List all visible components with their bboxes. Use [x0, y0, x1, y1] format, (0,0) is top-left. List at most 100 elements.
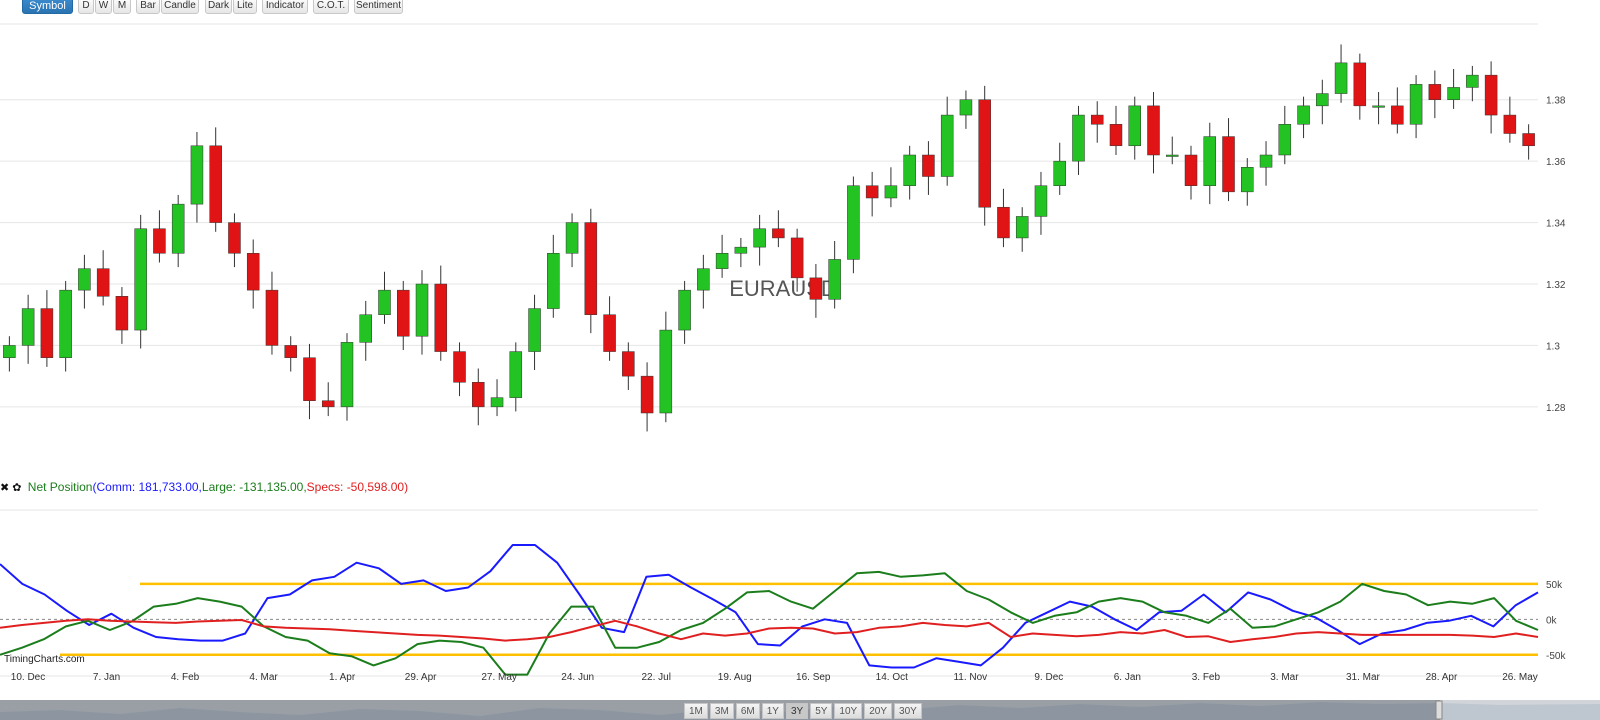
candle-up: [565, 222, 579, 254]
candle-down: [1109, 124, 1123, 147]
gear-icon[interactable]: ✿: [12, 482, 22, 494]
price-y-tick-label: 1.32: [1546, 280, 1566, 291]
candle-down: [997, 206, 1010, 239]
candle: [547, 234, 560, 318]
candle-down: [284, 345, 297, 358]
candle-up: [1259, 154, 1273, 168]
candle: [790, 228, 804, 292]
price-y-tick-label: 1.38: [1546, 96, 1566, 107]
candle: [922, 141, 935, 195]
candle-up: [959, 99, 973, 116]
candle-up: [1409, 84, 1423, 125]
candle-up: [1372, 105, 1385, 108]
candle: [1072, 105, 1085, 175]
candle-up: [528, 308, 541, 352]
candle: [622, 342, 635, 390]
x-tick-label: 27. May: [481, 672, 517, 683]
x-tick-label: 10. Dec: [11, 672, 45, 683]
range-button-20y[interactable]: 20Y: [864, 703, 893, 719]
position-y-tick-label: -50k: [1546, 651, 1566, 662]
candle-down: [96, 268, 110, 297]
candle-up: [378, 289, 391, 315]
candle: [1484, 61, 1498, 134]
range-button-3y[interactable]: 3Y: [785, 703, 809, 719]
candle-down: [1090, 114, 1104, 125]
candle-up: [509, 351, 523, 398]
navigator-handle[interactable]: [1435, 700, 1443, 720]
candle: [753, 214, 766, 266]
cot-button[interactable]: C.O.T.: [313, 0, 349, 14]
range-button-10y[interactable]: 10Y: [834, 703, 863, 719]
candle: [415, 270, 429, 355]
candle: [865, 171, 879, 217]
price-grid: [0, 23, 1538, 408]
candle-down: [1522, 133, 1535, 147]
price-chart[interactable]: EURAUSD 1.281.31.321.341.361.38 50k0k-50…: [0, 16, 1600, 688]
candle: [1503, 96, 1517, 143]
candle: [1184, 145, 1198, 200]
dark-theme-button[interactable]: Dark: [205, 0, 232, 14]
x-tick-label: 9. Dec: [1034, 672, 1063, 683]
x-axis: 10. Dec 7. Jan 4. Feb 4. Mar 1. Apr 29. Apr 27…: [11, 672, 1538, 683]
candle: [397, 280, 410, 351]
timeframe-monthly-button[interactable]: M: [113, 0, 131, 14]
range-button-5y[interactable]: 5Y: [810, 703, 833, 719]
candle-down: [434, 283, 448, 352]
candle-down: [1391, 105, 1404, 125]
range-button-1y[interactable]: 1Y: [761, 703, 784, 719]
candle-down: [1484, 74, 1498, 116]
symbol-button[interactable]: Symbol: [22, 0, 73, 14]
candle: [209, 127, 222, 232]
candle: [1109, 105, 1123, 155]
lite-theme-button[interactable]: Lite: [233, 0, 257, 14]
x-tick-label: 16. Sep: [796, 672, 831, 683]
legend-close-paren: ): [404, 480, 409, 494]
candle-down: [228, 222, 241, 254]
candle: [134, 214, 147, 349]
candle: [1409, 75, 1423, 139]
candle-up: [59, 289, 72, 358]
x-tick-label: 3. Feb: [1192, 672, 1221, 683]
candle-up: [78, 268, 91, 291]
candle-chart-button[interactable]: Candle: [161, 0, 199, 14]
timeframe-weekly-button[interactable]: W: [95, 0, 112, 14]
candle-down: [246, 253, 260, 291]
candle-down: [772, 228, 785, 239]
range-button-30y[interactable]: 30Y: [894, 703, 922, 719]
timeframe-daily-button[interactable]: D: [78, 0, 94, 14]
candle: [1353, 53, 1367, 120]
candle: [678, 280, 691, 344]
x-tick-label: 11. Nov: [953, 672, 987, 683]
range-button-1m[interactable]: 1M: [684, 703, 708, 719]
candle: [228, 213, 241, 268]
navigator-selection: [1440, 700, 1600, 720]
x-tick-label: 26. May: [1502, 672, 1538, 683]
candle-down: [1353, 62, 1367, 107]
legend-specs-value: -50,598.00: [346, 480, 405, 494]
candle-up: [1466, 74, 1479, 88]
candle: [1090, 101, 1104, 143]
close-icon[interactable]: ✖: [0, 482, 10, 494]
candle: [1466, 65, 1479, 102]
candle-up: [190, 145, 204, 205]
price-y-tick-label: 1.34: [1546, 219, 1566, 230]
range-button-3m[interactable]: 3M: [709, 703, 734, 719]
candle: [828, 241, 841, 309]
candle-up: [3, 345, 16, 358]
candle: [1391, 87, 1404, 134]
candle-down: [115, 296, 129, 331]
candle: [1034, 171, 1048, 235]
candle: [1203, 122, 1217, 205]
candle: [321, 382, 335, 417]
range-button-6m[interactable]: 6M: [735, 703, 760, 719]
bar-chart-button[interactable]: Bar: [136, 0, 160, 14]
candle: [1222, 118, 1235, 202]
legend-indicator-name: Net Position: [27, 480, 93, 494]
candle-down: [584, 222, 598, 315]
candle: [190, 131, 204, 223]
legend-open-paren: (: [92, 480, 97, 494]
indicator-button[interactable]: Indicator: [262, 0, 308, 14]
specs-line: [0, 618, 1539, 643]
sentiment-button[interactable]: Sentiment: [354, 0, 403, 14]
candle: [697, 254, 710, 309]
